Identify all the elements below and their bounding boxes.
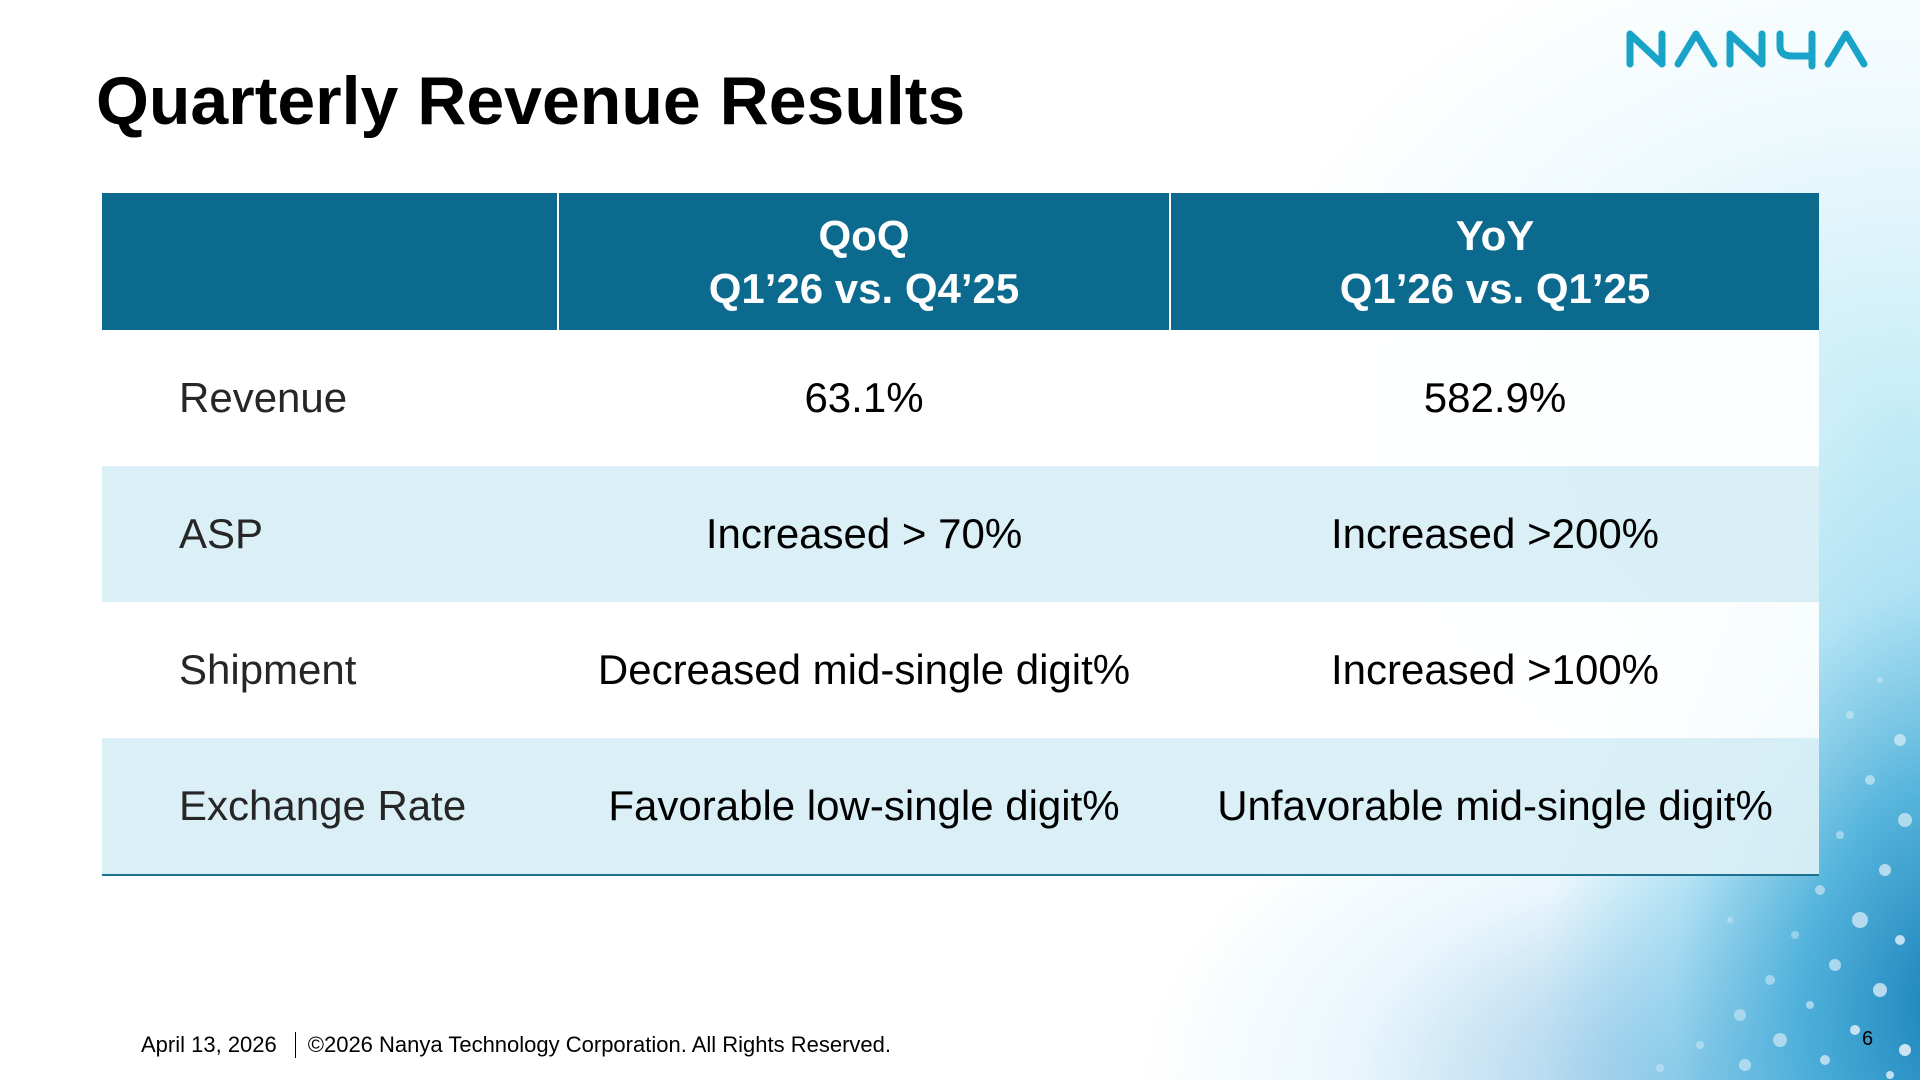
nanya-logo: [1626, 30, 1868, 70]
footer-divider: [294, 1032, 296, 1058]
row-label: Exchange Rate: [179, 782, 467, 829]
table-row-exchange-rate: Exchange Rate Favorable low-single digit…: [102, 738, 1819, 874]
row-label: Shipment: [179, 646, 357, 693]
header-qoq-line2: Q1’26 vs. Q4’25: [708, 264, 1020, 312]
row-yoy-value: Increased >100%: [1330, 646, 1660, 693]
page-number: 6: [1862, 1028, 1874, 1050]
row-qoq-value: Decreased mid-single digit%: [597, 646, 1131, 693]
table-row-revenue: Revenue 63.1% 582.9%: [102, 330, 1819, 466]
header-yoy-line1: YoY: [1455, 211, 1535, 259]
table-header-row: QoQ Q1’26 vs. Q4’25 YoY Q1’26 vs. Q1’25: [102, 193, 1819, 330]
table-row-shipment: Shipment Decreased mid-single digit% Inc…: [102, 602, 1819, 738]
row-yoy-value: Increased >200%: [1330, 510, 1660, 557]
header-qoq: QoQ Q1’26 vs. Q4’25: [557, 193, 1171, 330]
header-qoq-line1: QoQ: [818, 211, 910, 259]
decorative-dots: [1656, 677, 1912, 1079]
row-qoq-value: Increased > 70%: [705, 510, 1023, 557]
row-qoq-value: Favorable low-single digit%: [608, 782, 1120, 829]
page-title: Quarterly Revenue Results: [96, 63, 966, 139]
revenue-results-table: QoQ Q1’26 vs. Q4’25 YoY Q1’26 vs. Q1’25 …: [102, 193, 1819, 876]
row-label: ASP: [179, 510, 264, 557]
row-label: Revenue: [179, 374, 348, 421]
footer: April 13, 2026 ©2026 Nanya Technology Co…: [141, 1032, 891, 1058]
table-row-asp: ASP Increased > 70% Increased >200%: [102, 466, 1819, 602]
row-yoy-value: 582.9%: [1423, 374, 1567, 421]
footer-copyright: ©2026 Nanya Technology Corporation. All …: [307, 1032, 892, 1057]
header-empty-cell: [102, 193, 557, 330]
row-qoq-value: 63.1%: [804, 374, 924, 421]
header-yoy: YoY Q1’26 vs. Q1’25: [1171, 193, 1819, 330]
row-yoy-value: Unfavorable mid-single digit%: [1217, 782, 1773, 829]
header-yoy-line2: Q1’26 vs. Q1’25: [1339, 264, 1651, 312]
footer-date: April 13, 2026: [141, 1032, 277, 1057]
